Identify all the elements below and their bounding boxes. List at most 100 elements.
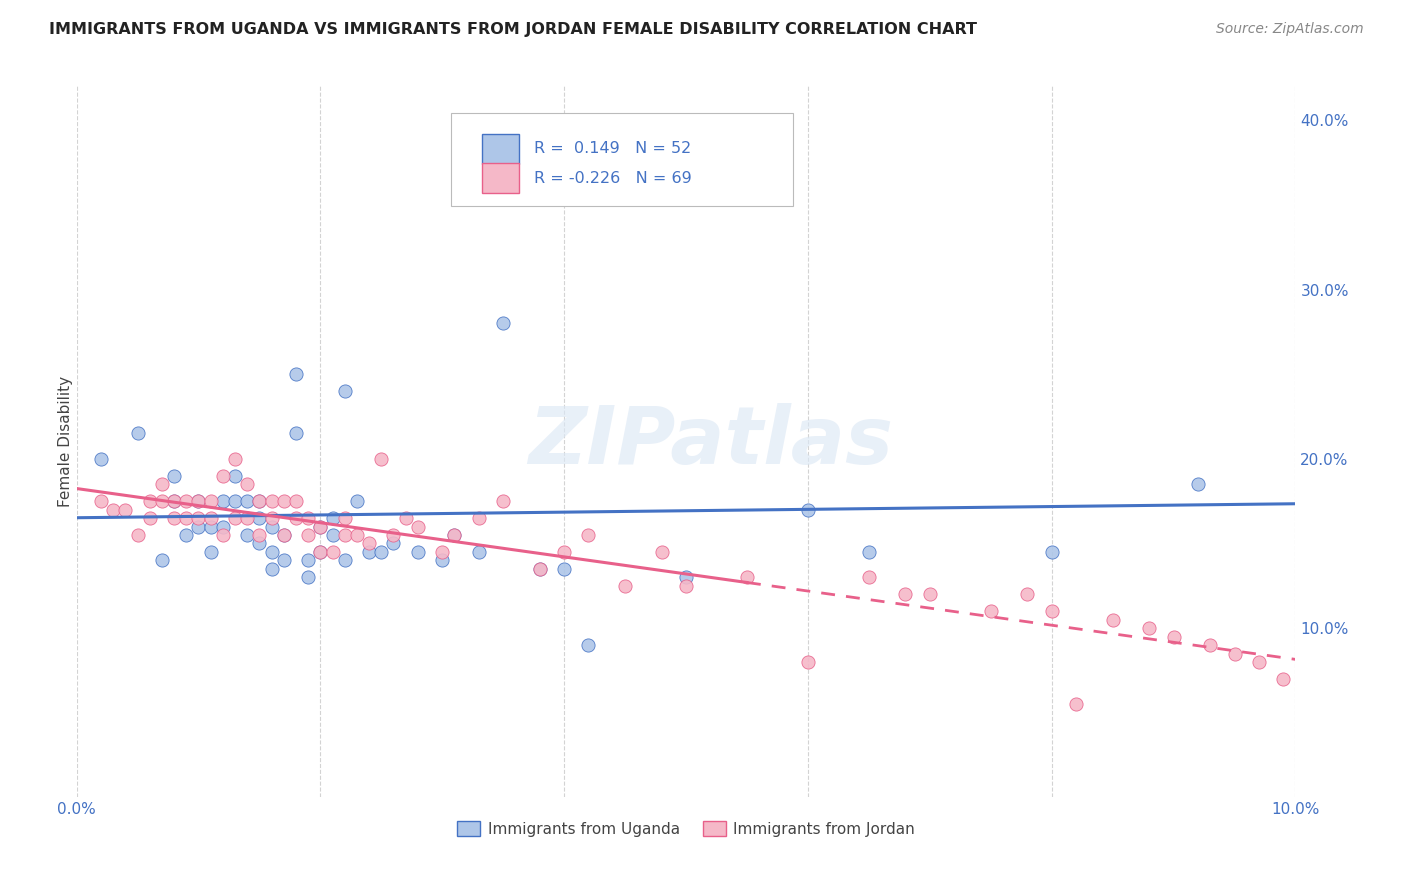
Text: Source: ZipAtlas.com: Source: ZipAtlas.com — [1216, 22, 1364, 37]
Point — [309, 519, 332, 533]
Point — [150, 477, 173, 491]
Point — [174, 528, 197, 542]
Point — [735, 570, 758, 584]
Point — [675, 579, 697, 593]
Point — [309, 545, 332, 559]
Point — [322, 528, 344, 542]
Point — [163, 494, 186, 508]
Point — [174, 494, 197, 508]
Point — [711, 164, 734, 178]
Point — [224, 451, 246, 466]
Point — [797, 502, 820, 516]
Point — [297, 570, 319, 584]
Point — [382, 528, 405, 542]
Point — [346, 494, 368, 508]
Point — [187, 519, 209, 533]
Point — [224, 511, 246, 525]
Point — [101, 502, 124, 516]
Point — [247, 528, 270, 542]
Point — [309, 545, 332, 559]
Point — [236, 477, 259, 491]
Point — [894, 587, 917, 601]
Point — [260, 511, 283, 525]
Point — [224, 468, 246, 483]
Point — [322, 545, 344, 559]
Point — [273, 494, 295, 508]
Point — [492, 317, 515, 331]
Point — [150, 494, 173, 508]
Point — [468, 511, 491, 525]
Point — [273, 528, 295, 542]
Point — [224, 494, 246, 508]
Point — [211, 519, 233, 533]
Point — [797, 655, 820, 669]
Point — [297, 553, 319, 567]
Point — [90, 494, 112, 508]
Point — [346, 528, 368, 542]
Point — [1247, 655, 1270, 669]
Point — [675, 570, 697, 584]
Point — [1199, 638, 1222, 652]
Point — [553, 562, 575, 576]
Point — [284, 511, 307, 525]
Point — [359, 536, 381, 550]
Point — [127, 528, 149, 542]
Point — [322, 511, 344, 525]
Point — [200, 494, 222, 508]
Point — [443, 528, 465, 542]
Point — [297, 511, 319, 525]
Point — [260, 519, 283, 533]
Point — [236, 494, 259, 508]
Point — [432, 545, 454, 559]
Point — [1040, 604, 1063, 618]
Point — [1187, 477, 1209, 491]
Point — [1017, 587, 1039, 601]
Point — [918, 587, 941, 601]
Point — [553, 545, 575, 559]
Point — [187, 494, 209, 508]
Point — [333, 384, 356, 398]
Point — [236, 528, 259, 542]
Point — [284, 494, 307, 508]
Point — [150, 553, 173, 567]
Point — [163, 494, 186, 508]
Point — [138, 494, 160, 508]
Point — [284, 367, 307, 381]
Point — [614, 579, 637, 593]
Point — [211, 494, 233, 508]
Point — [127, 426, 149, 441]
Point — [174, 511, 197, 525]
Point — [260, 545, 283, 559]
Point — [529, 562, 551, 576]
Point — [395, 511, 418, 525]
Point — [1223, 647, 1246, 661]
Point — [297, 528, 319, 542]
Point — [1272, 672, 1295, 686]
Point — [1101, 613, 1123, 627]
Point — [858, 545, 880, 559]
Text: R =  0.149   N = 52: R = 0.149 N = 52 — [534, 142, 690, 156]
Point — [1163, 630, 1185, 644]
Point — [260, 562, 283, 576]
Point — [211, 468, 233, 483]
Point — [578, 528, 600, 542]
Point — [211, 528, 233, 542]
Text: ZIPatlas: ZIPatlas — [527, 403, 893, 481]
Point — [200, 519, 222, 533]
Point — [163, 468, 186, 483]
Point — [359, 545, 381, 559]
Point — [247, 494, 270, 508]
Point — [1137, 621, 1160, 635]
Point — [163, 511, 186, 525]
Point — [333, 511, 356, 525]
Point — [1040, 545, 1063, 559]
Point — [382, 536, 405, 550]
Point — [260, 494, 283, 508]
Point — [1064, 698, 1087, 712]
Point — [309, 519, 332, 533]
Legend: Immigrants from Uganda, Immigrants from Jordan: Immigrants from Uganda, Immigrants from … — [451, 815, 921, 843]
Point — [236, 511, 259, 525]
Point — [187, 511, 209, 525]
Point — [247, 494, 270, 508]
Point — [138, 511, 160, 525]
